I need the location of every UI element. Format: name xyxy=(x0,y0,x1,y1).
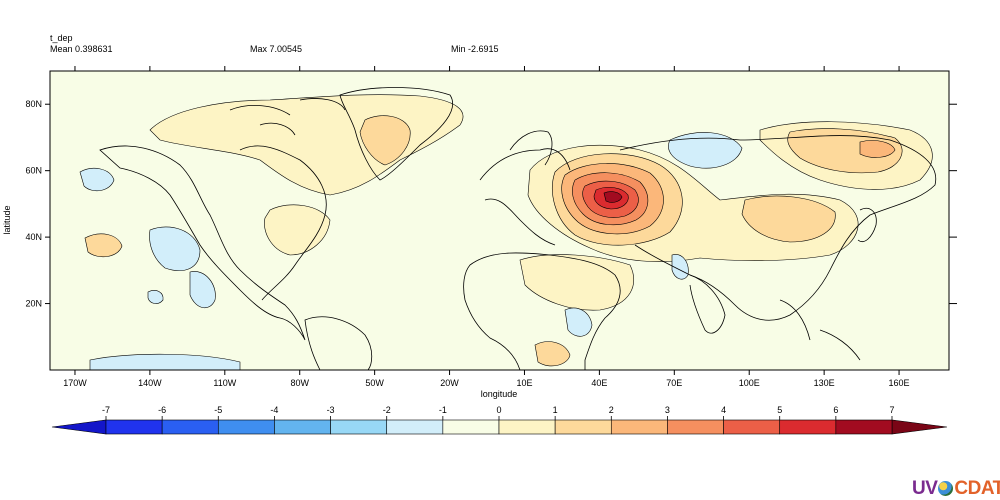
colorbar-label: 4 xyxy=(721,405,726,415)
coastline-africa xyxy=(463,252,621,371)
colorbar: -7 -6 -5 -4 -3 -2 -1 0 1 2 3 4 5 6 7 xyxy=(51,405,948,435)
anomaly-field-greenland xyxy=(359,115,411,166)
colorbar-swatch xyxy=(105,419,163,435)
map-frame xyxy=(49,70,950,371)
anomaly-field-west-siberia xyxy=(668,132,743,169)
anomaly-fields xyxy=(79,94,933,371)
colorbar-label: -7 xyxy=(102,405,110,415)
colorbar-label: 1 xyxy=(553,405,558,415)
min-value: Min -2.6915 xyxy=(451,44,499,54)
map-panel: 170W 140W 110W 80W 50W 20W 10E 40E 70E 100E 130E 16… xyxy=(2,66,957,399)
y-tick-label: 60N xyxy=(25,166,42,176)
x-tick-label: 40E xyxy=(591,378,607,388)
variable-name: t_dep xyxy=(50,33,73,43)
y-ticks: 20N 40N 60N 80N xyxy=(25,99,957,309)
x-tick-label: 110W xyxy=(213,378,236,388)
colorbar-swatch xyxy=(723,419,781,435)
max-value: Max 7.00545 xyxy=(250,44,303,54)
colorbar-swatch xyxy=(161,419,219,435)
anomaly-field-africa-south xyxy=(534,341,571,367)
x-tick-label: 50W xyxy=(365,378,384,388)
coastline-arctic-islands xyxy=(229,98,346,136)
colorbar-label: -6 xyxy=(158,405,166,415)
coastline-india xyxy=(689,274,726,334)
coastline-greenland xyxy=(339,87,453,181)
anomaly-field-russia-core xyxy=(603,191,623,203)
anomaly-field-east-africa xyxy=(564,307,593,337)
colorbar-under-arrow xyxy=(51,419,107,435)
anomaly-field-arabia xyxy=(671,254,689,280)
colorbar-label: -3 xyxy=(327,405,335,415)
anomaly-field-us-east xyxy=(264,204,331,256)
colorbar-swatch xyxy=(667,419,724,435)
mean-value: Mean 0.398631 xyxy=(50,44,113,54)
colorbar-swatch xyxy=(330,419,388,435)
colorbar-label: -2 xyxy=(383,405,391,415)
anomaly-field-siberia-core xyxy=(787,128,903,174)
y-tick-label: 20N xyxy=(25,299,42,309)
coastline-south-america xyxy=(304,316,373,371)
colorbar-swatch xyxy=(274,419,331,435)
colorbar-label: 0 xyxy=(496,405,501,415)
colorbar-label: 3 xyxy=(665,405,670,415)
coastline-europe xyxy=(479,148,571,246)
colorbar-label: -5 xyxy=(214,405,222,415)
coastline-japan xyxy=(857,208,877,242)
colorbar-swatch xyxy=(554,419,612,435)
anomaly-field-us-west xyxy=(149,226,201,271)
x-tick-label: 20W xyxy=(440,378,459,388)
anomaly-field-okhotsk xyxy=(859,140,896,158)
coastline-north-america xyxy=(99,145,306,341)
coastlines xyxy=(99,87,937,371)
coastline-southeast-asia xyxy=(779,299,861,361)
colorbar-swatch xyxy=(835,419,893,435)
colorbar-label: 5 xyxy=(777,405,782,415)
colorbar-label: 6 xyxy=(833,405,838,415)
x-tick-label: 130E xyxy=(814,378,835,388)
colorbar-swatch xyxy=(386,419,444,435)
x-tick-label: 10E xyxy=(516,378,532,388)
anomaly-field-pacific-mid xyxy=(147,290,164,304)
anomaly-field-china xyxy=(741,195,836,243)
x-tick-label: 70E xyxy=(666,378,682,388)
anomaly-field-pacific-south xyxy=(89,353,241,371)
colorbar-over-arrow xyxy=(891,419,948,435)
coastline-north-america-east xyxy=(239,145,327,301)
y-axis-label: latitude xyxy=(2,205,12,234)
anomaly-field-alaska xyxy=(79,167,115,192)
colorbar-label: 2 xyxy=(609,405,614,415)
colorbar-label: 7 xyxy=(889,405,894,415)
anomaly-field-mexico xyxy=(189,271,216,308)
x-tick-label: 140W xyxy=(138,378,162,388)
colorbar-swatch xyxy=(217,419,275,435)
x-tick-label: 160E xyxy=(889,378,910,388)
x-tick-label: 100E xyxy=(739,378,760,388)
logo-text-uv: UV xyxy=(912,478,938,499)
globe-icon xyxy=(938,481,954,496)
y-tick-label: 80N xyxy=(25,99,42,109)
coastline-scandinavia xyxy=(509,130,553,166)
colorbar-label: -4 xyxy=(270,405,278,415)
x-tick-label: 80W xyxy=(290,378,309,388)
colorbar-swatch xyxy=(610,419,668,435)
colorbar-swatch xyxy=(779,419,837,435)
coastline-asia xyxy=(619,135,937,321)
y-tick-label: 40N xyxy=(25,232,42,242)
anomaly-field-pacific-small xyxy=(84,233,123,258)
colorbar-swatch xyxy=(442,419,500,435)
x-tick-label: 170W xyxy=(63,378,87,388)
logo-text-cdat: CDAT xyxy=(954,478,1000,499)
uvcdat-logo: UV CDAT xyxy=(912,478,1000,500)
x-ticks: 170W 140W 110W 80W 50W 20W 10E 40E 70E 100E 130E 16… xyxy=(63,66,910,388)
colorbar-swatch xyxy=(498,419,556,435)
x-axis-label: longitude xyxy=(481,389,518,399)
colorbar-label: -1 xyxy=(439,405,447,415)
